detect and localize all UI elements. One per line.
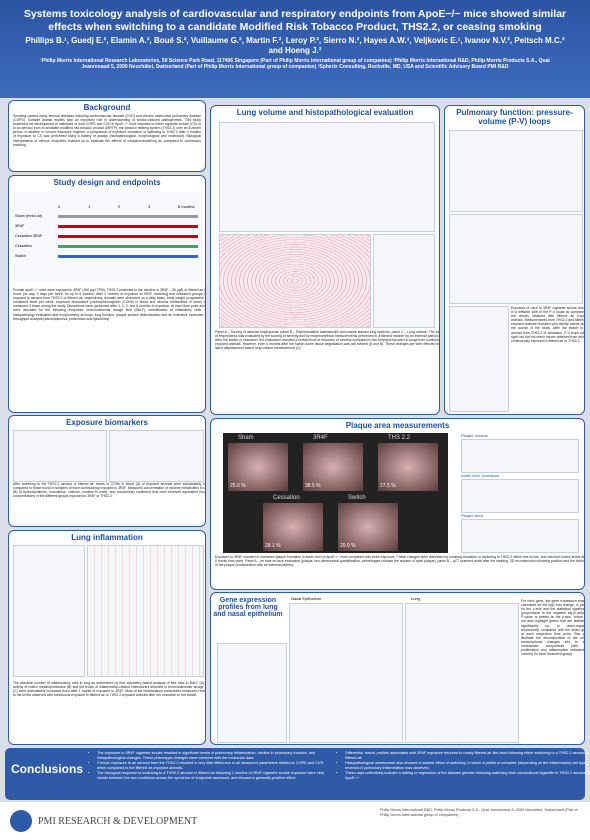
gene-panel: Gene expression profiles from lung and n… bbox=[210, 592, 585, 745]
image-label: 3R4F bbox=[313, 435, 328, 441]
pulmonary-panel: Pulmonary function: pressure-volume (P-V… bbox=[444, 105, 585, 415]
heading: Conclusions bbox=[11, 762, 84, 776]
figure bbox=[405, 603, 519, 743]
plaque-images: Sham 25.0 % 3R4F 38.5 % THS 2.2 27.5 % Cessati… bbox=[223, 433, 448, 553]
plaque-image: 29.9 % bbox=[338, 503, 398, 551]
group-label: Cessation bbox=[15, 244, 32, 248]
figure bbox=[219, 234, 371, 328]
authors: Phillips B.¹, Guedj E.², Elamin A.², Bou… bbox=[25, 36, 565, 55]
heading: Lung inflammation bbox=[71, 533, 143, 542]
timeline-bar bbox=[58, 235, 198, 238]
org: PMI RESEARCH & DEVELOPMENT bbox=[38, 816, 198, 827]
image-label: Switch bbox=[348, 495, 366, 501]
percent: 25.0 % bbox=[230, 483, 246, 489]
plaque-image: 25.0 % bbox=[228, 443, 288, 491]
figure bbox=[87, 545, 204, 677]
title: Systems toxicology analysis of cardiovas… bbox=[23, 8, 567, 33]
figure bbox=[449, 130, 583, 212]
figure bbox=[13, 430, 107, 482]
chart-figure bbox=[461, 439, 579, 473]
month-label: 3 bbox=[148, 204, 151, 209]
chart-title: Plaque Volume bbox=[461, 433, 488, 438]
bullet: These data collectively indicate a halti… bbox=[345, 771, 590, 780]
figure bbox=[217, 643, 287, 743]
plaque-image: 28.1 % bbox=[263, 503, 323, 551]
plaque-panel: Plaque area measurements Sham 25.0 % 3R4F 3… bbox=[210, 418, 585, 590]
heading: Plaque area measurements bbox=[345, 421, 450, 430]
lung-volume-panel: Lung volume and histopathological evalua… bbox=[210, 105, 440, 415]
month-label: 2 bbox=[118, 204, 121, 209]
timeline-bar bbox=[58, 255, 198, 258]
text: After switching to the THS2.2 aerosol or… bbox=[13, 482, 206, 499]
heading: Exposure biomarkers bbox=[66, 418, 148, 427]
plaque-charts: Plaque Volume Aortic Arch Occlusion Plaque… bbox=[461, 433, 579, 553]
chart-figure bbox=[461, 519, 579, 553]
study-design-panel: Study design and endpoints Sham (fresh a… bbox=[8, 175, 206, 413]
caption: Exposure to 3R4F resulted in increased p… bbox=[215, 555, 585, 568]
percent: 29.9 % bbox=[340, 543, 356, 549]
group-label: 3R4F bbox=[15, 224, 25, 228]
text: Smoking causes many serious diseases inc… bbox=[13, 114, 201, 147]
month-label: 0 bbox=[58, 204, 61, 209]
figure bbox=[13, 545, 85, 677]
chart-title: Plaque Area bbox=[461, 513, 483, 518]
percent: 27.5 % bbox=[380, 483, 396, 489]
timeline-bar bbox=[58, 225, 198, 228]
group-label: Cessation 3R4F bbox=[15, 234, 43, 238]
conclusions: Conclusions The exposure to 3R4F cigaret… bbox=[5, 748, 590, 800]
logo bbox=[10, 810, 32, 832]
timeline-bar bbox=[58, 215, 198, 218]
footer: PMI RESEARCH & DEVELOPMENT Philip Morris… bbox=[0, 802, 590, 840]
month-label: 1 bbox=[88, 204, 91, 209]
figure bbox=[373, 234, 435, 328]
text: For each gene, the gene expression chang… bbox=[521, 599, 585, 657]
left-list: The exposure to 3R4F cigarette smoke res… bbox=[87, 751, 327, 782]
heading: Gene expression profiles from lung and n… bbox=[213, 597, 283, 618]
image-label: THS 2.2 bbox=[388, 435, 411, 441]
text: The absolute number of inflammatory cell… bbox=[13, 681, 206, 698]
column-label: Lung bbox=[411, 596, 420, 601]
inflammation-panel: Lung inflammation The absolute number of… bbox=[8, 530, 206, 745]
right-list: Differential ‘omics’ profiles associated… bbox=[335, 751, 590, 782]
figure bbox=[449, 306, 509, 412]
text: Exposure of mice to 3R4F cigarette smoke… bbox=[511, 306, 585, 343]
text: Female ApoE−/− mice were exposed to 3R4F… bbox=[13, 288, 206, 321]
plaque-image: 38.5 % bbox=[303, 443, 363, 491]
bullet: The exposure to 3R4F cigarette smoke res… bbox=[97, 751, 327, 760]
figure bbox=[449, 214, 583, 304]
image-label: Sham bbox=[238, 435, 254, 441]
group-label: Sham (fresh air) bbox=[15, 214, 43, 218]
image-label: Cessation bbox=[273, 495, 300, 501]
bullet: Histopathological assessment also showed… bbox=[345, 761, 590, 770]
bullet: Differential ‘omics’ profiles associated… bbox=[345, 751, 590, 760]
heading: Background bbox=[83, 103, 131, 112]
plaque-image: 27.5 % bbox=[378, 443, 438, 491]
caption: Panel A – Scoring of alveolar emphysema;… bbox=[215, 330, 440, 351]
percent: 28.1 % bbox=[265, 543, 281, 549]
figure bbox=[219, 122, 435, 232]
timeline-bar bbox=[58, 245, 198, 248]
month-label: 6 months bbox=[178, 204, 195, 209]
timeline: Sham (fresh air) 3R4F Cessation 3R4F Cessat… bbox=[13, 192, 203, 282]
heading: Study design and endpoints bbox=[53, 178, 161, 187]
affiliations: ¹Philip Morris International Research La… bbox=[40, 58, 550, 70]
heading: Pulmonary function: pressure-volume (P-V… bbox=[456, 108, 573, 126]
header: Systems toxicology analysis of cardiovas… bbox=[0, 0, 590, 98]
chart-figure bbox=[461, 479, 579, 513]
chart-title: Aortic Arch Occlusion bbox=[461, 473, 500, 478]
figure bbox=[109, 430, 204, 482]
percent: 38.5 % bbox=[305, 483, 321, 489]
column-label: Nasal Epithelium bbox=[291, 596, 322, 601]
figure bbox=[289, 603, 403, 743]
background-panel: Background Smoking causes many serious d… bbox=[8, 100, 206, 172]
bullet: The biological response to switching to … bbox=[97, 771, 327, 780]
address: Philip Morris International R&D, Philip … bbox=[380, 808, 578, 817]
exposure-panel: Exposure biomarkers After switching to t… bbox=[8, 415, 206, 527]
bullet: Chronic exposure to an aerosol from the … bbox=[97, 761, 327, 770]
group-label: Switch bbox=[15, 254, 27, 258]
heading: Lung volume and histopathological evalua… bbox=[236, 108, 414, 117]
